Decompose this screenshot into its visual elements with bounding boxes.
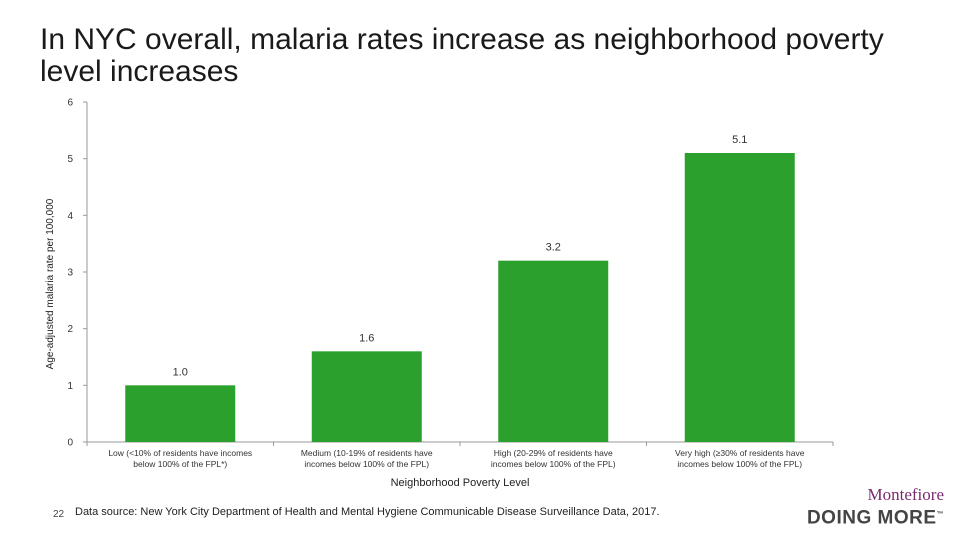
bar xyxy=(498,260,609,442)
x-category-label-line: Very high (≥30% of residents have xyxy=(675,448,805,458)
x-category-label: Medium (10-19% of residents have incomes … xyxy=(301,448,433,469)
bar-value-label: 1.6 xyxy=(359,332,374,344)
bar-value-label: 3.2 xyxy=(546,242,561,254)
x-category-label-line: High (20-29% of residents have xyxy=(494,448,613,458)
logo-tagline-text: DOING MORE xyxy=(806,507,937,529)
bar xyxy=(125,385,236,442)
y-axis-title: Age-adjusted malaria rate per 100,000 xyxy=(45,198,56,369)
data-source-note: Data source: New York City Department of… xyxy=(75,506,660,518)
x-category-label-line: below 100% of the FPL*) xyxy=(133,459,227,469)
x-category-label-line: incomes below 100% of the FPL) xyxy=(677,459,802,469)
y-tick-label: 0 xyxy=(67,438,73,449)
y-tick-label: 5 xyxy=(67,154,73,165)
y-tick-label: 2 xyxy=(67,324,73,335)
bar-value-label: 1.0 xyxy=(173,366,188,378)
logo-wordmark: Montefiore xyxy=(867,485,944,504)
bar xyxy=(684,153,795,442)
bar-value-label: 5.1 xyxy=(732,134,747,146)
logo-trademark: ™ xyxy=(936,511,944,518)
x-category-label: Low (<10% of residents have incomes below… xyxy=(108,448,252,469)
x-category-label-line: Medium (10-19% of residents have xyxy=(301,448,433,458)
y-tick-label: 4 xyxy=(67,211,73,222)
montefiore-logo: Montefiore DOING MORE™ xyxy=(807,486,944,529)
slide-title: In NYC overall, malaria rates increase a… xyxy=(40,23,884,88)
x-category-label-line: Low (<10% of residents have incomes xyxy=(108,448,252,458)
y-tick-label: 3 xyxy=(67,268,73,279)
bar xyxy=(311,351,422,442)
logo-tagline: DOING MORE™ xyxy=(807,504,944,529)
page-number: 22 xyxy=(53,509,65,520)
x-category-label: High (20-29% of residents have incomes be… xyxy=(491,448,616,469)
y-tick-label: 6 xyxy=(67,98,73,109)
y-tick-label: 1 xyxy=(67,381,73,392)
x-category-label-line: incomes below 100% of the FPL) xyxy=(491,459,616,469)
x-category-label: Very high (≥30% of residents have incomes… xyxy=(675,448,805,469)
x-category-label-line: incomes below 100% of the FPL) xyxy=(304,459,429,469)
x-axis-title: Neighborhood Poverty Level xyxy=(391,477,530,489)
